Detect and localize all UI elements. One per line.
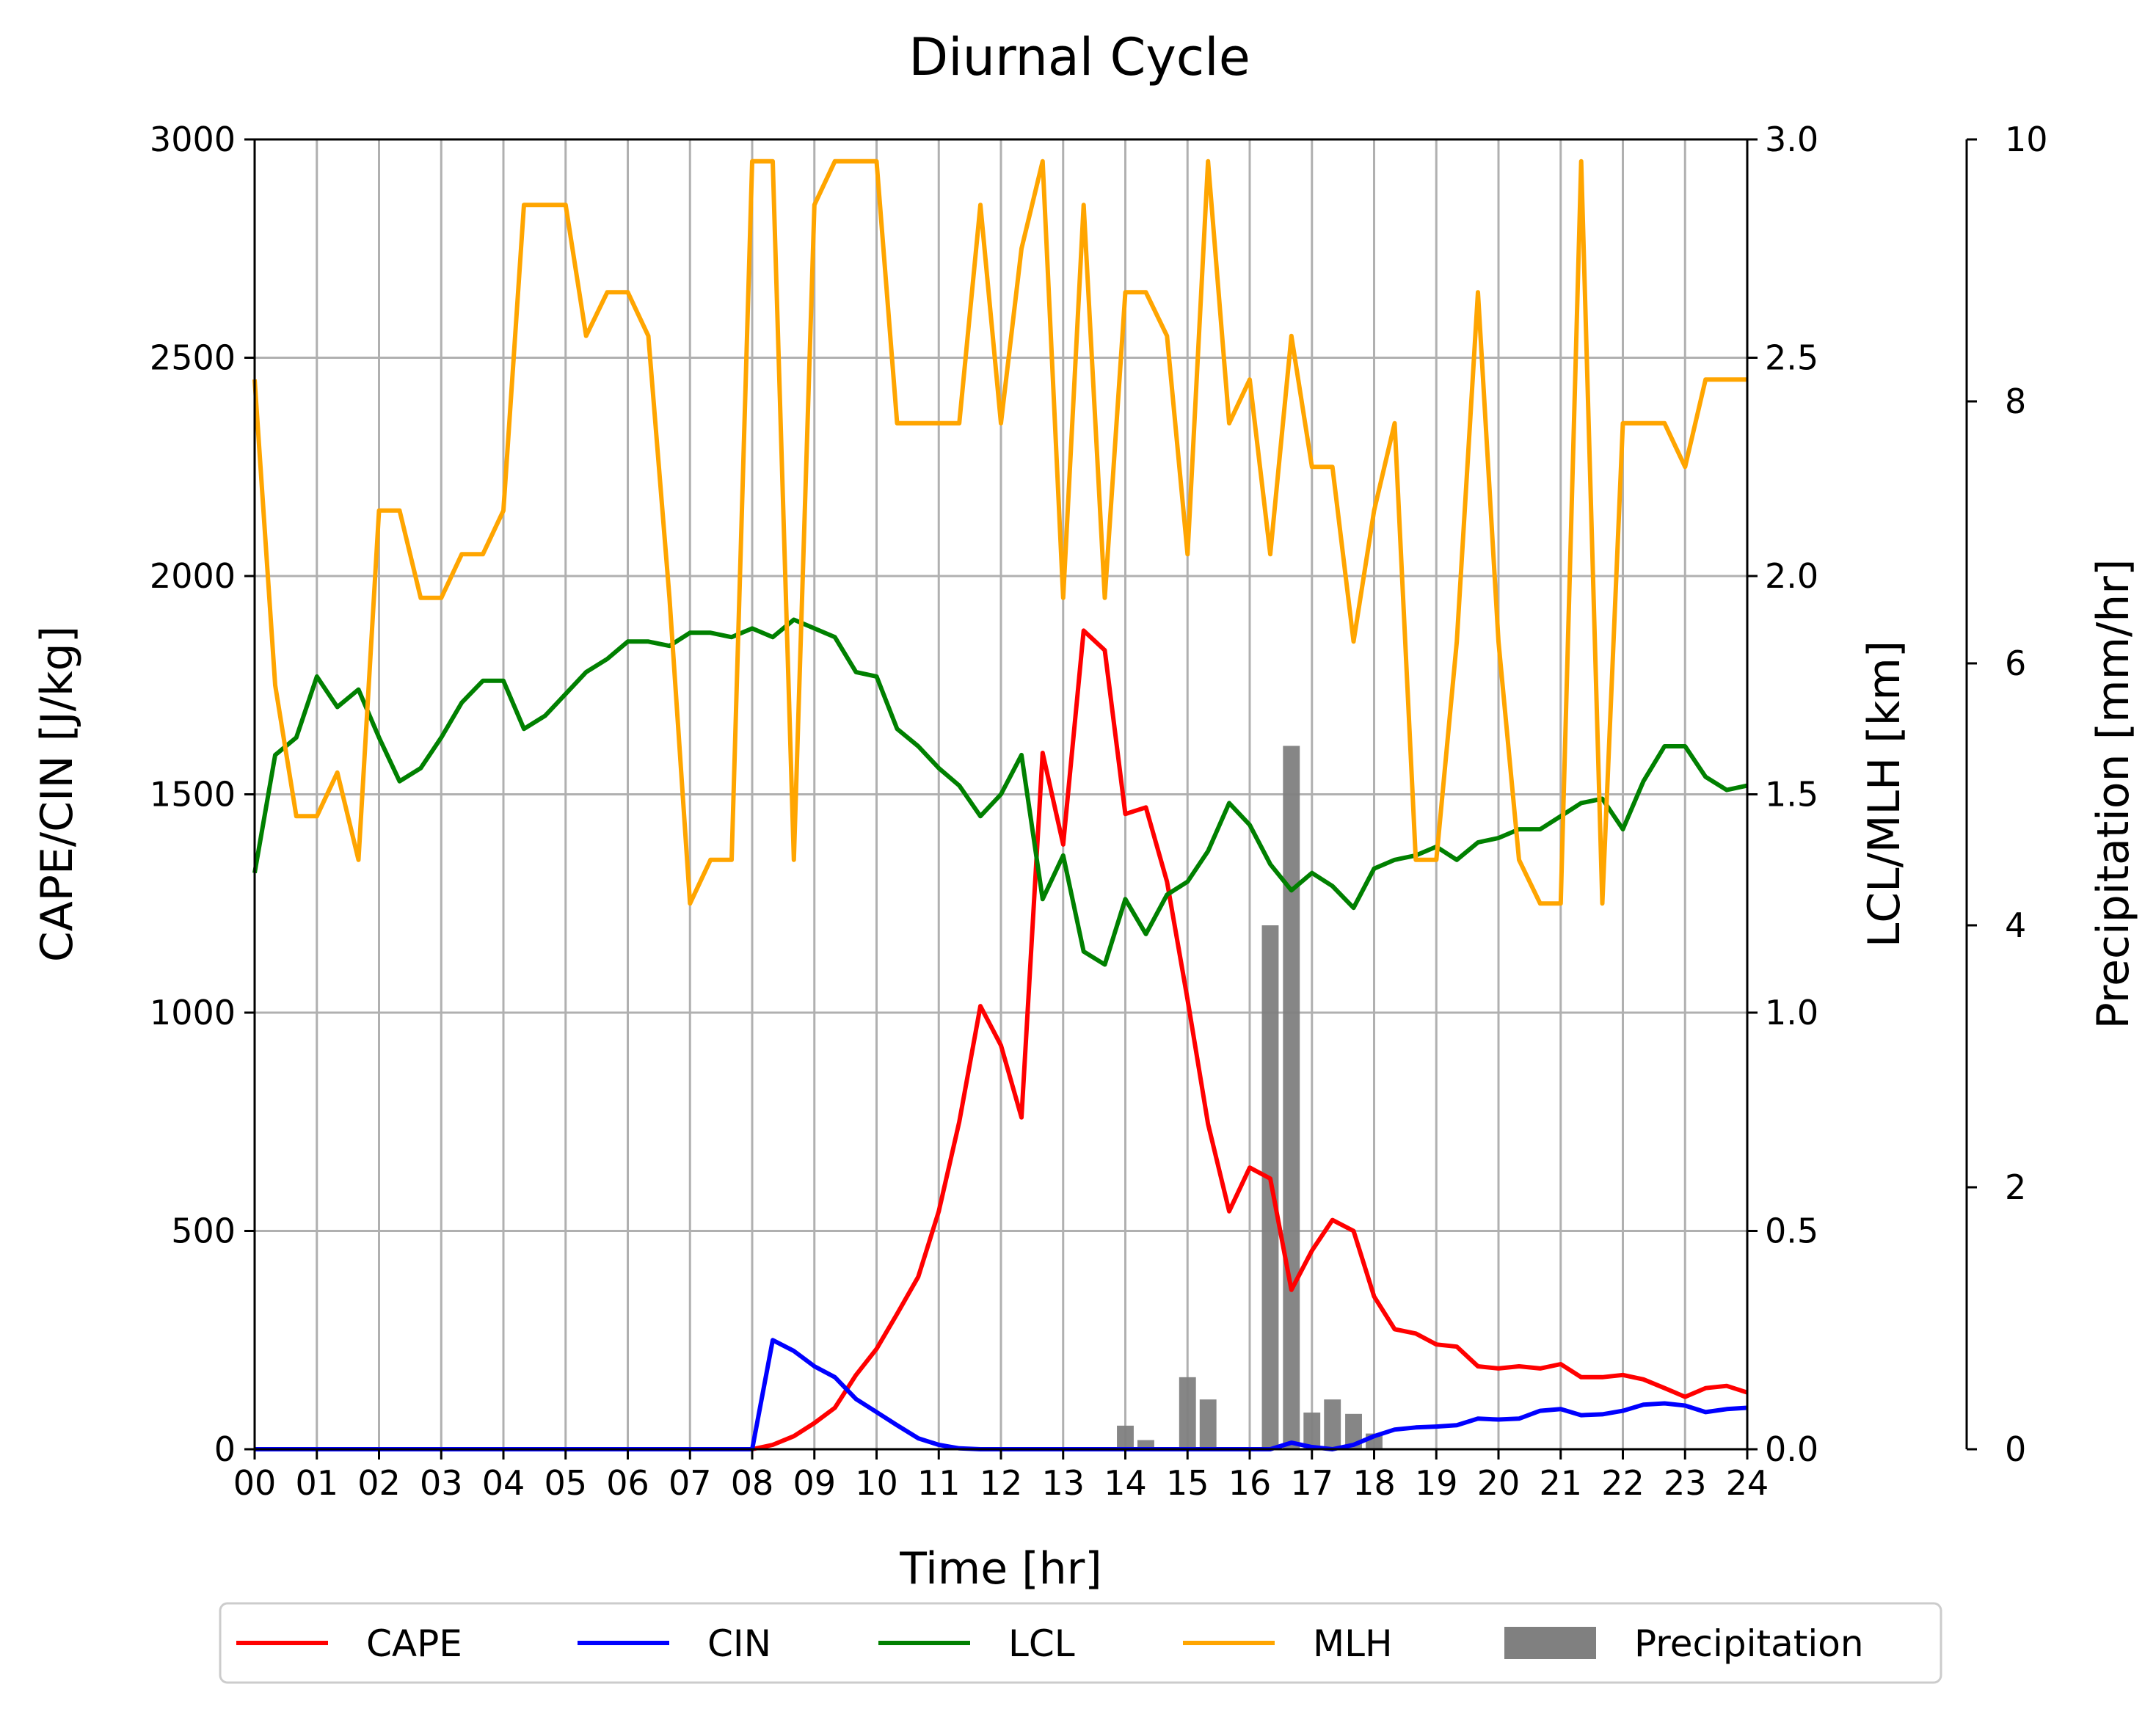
left-tick-label: 500 bbox=[171, 1211, 236, 1251]
legend-label-mlh: MLH bbox=[1313, 1622, 1393, 1665]
legend-label-precipitation: Precipitation bbox=[1634, 1622, 1864, 1665]
x-tick-label: 05 bbox=[544, 1463, 587, 1503]
precip-axis-ticks: 0 2 4 6 8 10 bbox=[1967, 120, 2048, 1469]
precipitation-bar bbox=[1345, 1413, 1362, 1449]
precip-axis-label: Precipitation [mm/hr] bbox=[2088, 559, 2139, 1030]
series-line-mlh bbox=[252, 158, 1747, 906]
left-tick-label: 3000 bbox=[150, 120, 236, 159]
precipitation-bar bbox=[1324, 1399, 1341, 1449]
right-axis-label: LCL/MLH [km] bbox=[1859, 641, 1910, 947]
precip-tick-label: 8 bbox=[2005, 382, 2026, 421]
x-tick-label: 11 bbox=[917, 1463, 961, 1503]
series-line-lcl bbox=[252, 617, 1748, 967]
left-tick-label: 2000 bbox=[150, 556, 236, 596]
chart-title: Diurnal Cycle bbox=[908, 27, 1250, 87]
x-tick-label: 19 bbox=[1415, 1463, 1458, 1503]
precipitation-bar bbox=[1283, 746, 1300, 1449]
precip-tick-label: 2 bbox=[2005, 1167, 2026, 1207]
left-axis-ticks: 0 500 1000 1500 2000 2500 3000 bbox=[150, 120, 255, 1469]
x-tick-label: 00 bbox=[233, 1463, 277, 1503]
right-tick-label: 3.0 bbox=[1765, 120, 1818, 159]
x-tick-label: 20 bbox=[1477, 1463, 1521, 1503]
x-tick-label: 23 bbox=[1664, 1463, 1707, 1503]
right-tick-label: 0.5 bbox=[1765, 1211, 1818, 1251]
series-lines bbox=[252, 158, 1748, 1451]
precip-tick-label: 6 bbox=[2005, 644, 2026, 683]
legend-label-cin: CIN bbox=[707, 1622, 771, 1665]
x-tick-label: 02 bbox=[357, 1463, 401, 1503]
x-tick-label: 03 bbox=[420, 1463, 463, 1503]
right-tick-label: 2.0 bbox=[1765, 556, 1818, 596]
x-tick-label: 07 bbox=[669, 1463, 712, 1503]
legend-frame bbox=[219, 1602, 1942, 1684]
legend-label-lcl: LCL bbox=[1008, 1622, 1075, 1665]
right-tick-label: 2.5 bbox=[1765, 338, 1818, 378]
x-tick-label: 24 bbox=[1726, 1463, 1769, 1503]
right-tick-label: 1.0 bbox=[1765, 993, 1818, 1032]
x-tick-label: 15 bbox=[1166, 1463, 1209, 1503]
x-tick-label: 10 bbox=[855, 1463, 898, 1503]
right-tick-label: 0.0 bbox=[1765, 1429, 1818, 1469]
x-axis-ticks: 00 01 02 03 04 05 06 07 08 09 10 11 12 13 14 15 16 17 18 19… bbox=[233, 1449, 1769, 1503]
precipitation-bar bbox=[1199, 1399, 1217, 1449]
precipitation-bar bbox=[1179, 1377, 1196, 1449]
x-axis-label: Time [hr] bbox=[899, 1543, 1101, 1595]
x-tick-label: 17 bbox=[1290, 1463, 1333, 1503]
left-tick-label: 0 bbox=[214, 1429, 236, 1469]
x-tick-label: 12 bbox=[980, 1463, 1023, 1503]
precip-tick-label: 0 bbox=[2005, 1429, 2026, 1469]
x-tick-label: 13 bbox=[1041, 1463, 1085, 1503]
x-tick-label: 09 bbox=[793, 1463, 836, 1503]
x-tick-label: 14 bbox=[1104, 1463, 1147, 1503]
x-tick-label: 16 bbox=[1228, 1463, 1272, 1503]
precipitation-bar bbox=[1117, 1425, 1134, 1449]
series-line-cin bbox=[255, 1338, 1748, 1451]
left-tick-label: 2500 bbox=[150, 338, 236, 378]
legend: CAPE CIN LCL MLH Precipitation bbox=[219, 1602, 1942, 1684]
precip-tick-label: 4 bbox=[2005, 905, 2026, 945]
right-tick-label: 1.5 bbox=[1765, 775, 1818, 815]
legend-label-cape: CAPE bbox=[366, 1622, 462, 1665]
series-line-cape bbox=[255, 628, 1748, 1451]
legend-swatch-precipitation bbox=[1504, 1627, 1596, 1659]
x-tick-label: 21 bbox=[1539, 1463, 1582, 1503]
x-tick-label: 18 bbox=[1352, 1463, 1396, 1503]
left-axis-label: CAPE/CIN [J/kg] bbox=[32, 626, 83, 962]
left-tick-label: 1000 bbox=[150, 993, 236, 1032]
x-tick-label: 06 bbox=[606, 1463, 649, 1503]
precip-tick-label: 10 bbox=[2005, 120, 2048, 159]
precipitation-bar bbox=[1137, 1440, 1154, 1449]
left-tick-label: 1500 bbox=[150, 775, 236, 815]
precipitation-bar bbox=[1303, 1413, 1321, 1449]
x-tick-label: 04 bbox=[482, 1463, 525, 1503]
x-tick-label: 01 bbox=[295, 1463, 338, 1503]
x-tick-label: 08 bbox=[731, 1463, 774, 1503]
x-tick-label: 22 bbox=[1601, 1463, 1645, 1503]
right-axis-ticks: 0.0 0.5 1.0 1.5 2.0 2.5 3.0 bbox=[1747, 120, 1818, 1469]
